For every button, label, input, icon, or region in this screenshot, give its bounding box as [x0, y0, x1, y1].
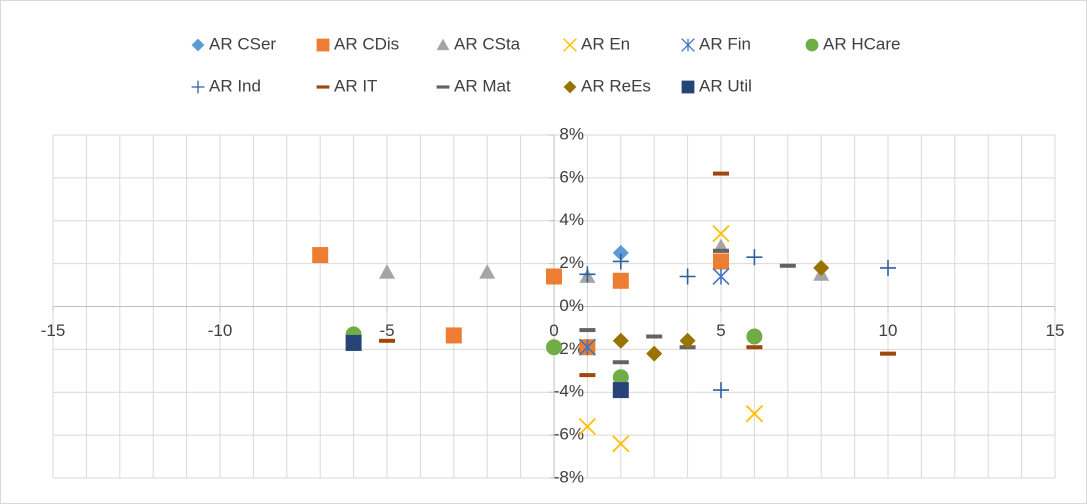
point [746, 249, 763, 266]
point [579, 373, 596, 378]
point [646, 345, 663, 362]
point [578, 417, 597, 436]
point [712, 224, 730, 243]
x-tick-label: -15 [41, 321, 66, 340]
point [579, 328, 596, 333]
legend-marker [436, 85, 450, 89]
legend-label: AR Ind [209, 76, 261, 95]
legend-marker [563, 80, 577, 94]
x-tick-label: 5 [716, 321, 725, 340]
point [612, 244, 629, 261]
legend-label: AR Fin [699, 34, 751, 53]
legend-label: AR HCare [823, 34, 900, 53]
point [445, 327, 462, 344]
y-tick-label: 0% [559, 296, 584, 315]
point [646, 334, 663, 339]
legend-label: AR ReEs [581, 76, 651, 95]
legend-marker [563, 38, 577, 52]
x-tick-label: -5 [379, 321, 394, 340]
legend-marker [316, 38, 330, 52]
point [612, 332, 629, 349]
point [880, 259, 896, 276]
point [379, 264, 395, 279]
y-tick-label: 4% [559, 210, 584, 229]
point [345, 334, 362, 351]
point [813, 259, 830, 276]
y-tick-label: 6% [559, 167, 584, 186]
legend-label: AR Mat [454, 76, 511, 95]
legend-label: AR CSta [454, 34, 521, 53]
legend-marker [316, 85, 330, 89]
point [612, 382, 629, 399]
point [679, 332, 696, 349]
point [612, 253, 629, 270]
legend-marker [191, 38, 205, 52]
point [746, 328, 763, 345]
x-tick-label: -10 [208, 321, 233, 340]
y-tick-label: -8% [554, 467, 584, 486]
point [546, 268, 562, 285]
legend-marker [191, 80, 205, 94]
point [779, 263, 796, 268]
point [679, 268, 696, 285]
point [579, 266, 596, 283]
point [713, 382, 729, 399]
point [880, 351, 896, 356]
point [712, 267, 730, 286]
legend-marker [805, 38, 819, 52]
point [546, 339, 562, 356]
point [713, 248, 729, 253]
point [713, 171, 729, 176]
point [612, 369, 629, 386]
x-tick-label: 10 [879, 321, 898, 340]
point [745, 405, 764, 423]
legend-label: AR IT [334, 76, 377, 95]
point [578, 338, 596, 356]
point [746, 345, 763, 350]
point [612, 435, 630, 453]
point [612, 360, 629, 365]
legend-label: AR En [581, 34, 630, 53]
x-tick-label: 0 [549, 321, 558, 340]
legend-marker [681, 80, 695, 94]
y-tick-label: 8% [559, 124, 584, 143]
point [312, 247, 329, 264]
point [713, 253, 729, 270]
legend-label: AR CDis [334, 34, 399, 53]
point [379, 338, 395, 343]
y-tick-label: -4% [554, 382, 584, 401]
y-tick-label: -2% [554, 339, 584, 358]
legend-marker [436, 38, 450, 51]
y-tick-label: -6% [554, 425, 584, 444]
legend-label: AR Util [699, 76, 752, 95]
legend-marker [681, 38, 695, 52]
point [479, 264, 496, 279]
x-tick-label: 15 [1046, 321, 1065, 340]
legend-label: AR CSer [209, 34, 276, 53]
point [612, 272, 629, 289]
y-tick-label: 2% [559, 253, 584, 272]
